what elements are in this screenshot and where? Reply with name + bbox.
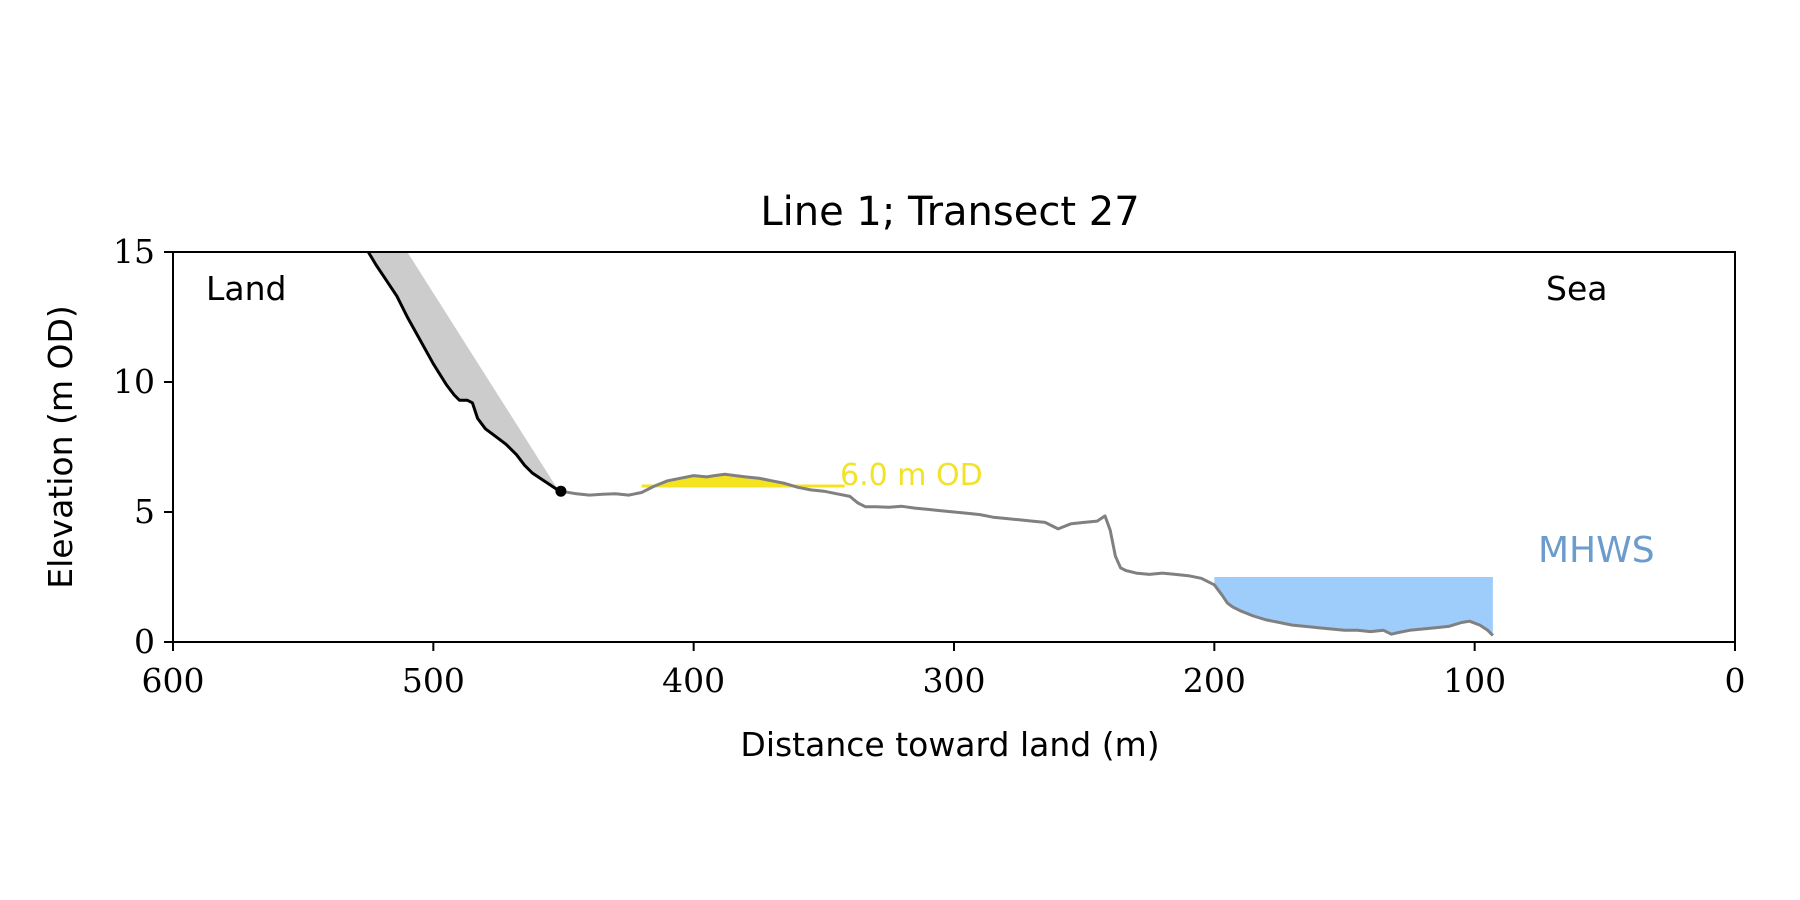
y-axis: 0 5 10 15 xyxy=(113,232,173,661)
x-tick-label: 400 xyxy=(662,661,725,700)
x-axis: 600 500 400 300 200 100 0 xyxy=(142,642,1746,700)
x-tick-label: 200 xyxy=(1183,661,1246,700)
x-axis-label: Distance toward land (m) xyxy=(740,725,1159,764)
mhws-label: MHWS xyxy=(1538,530,1655,571)
mhws-water-fill xyxy=(1214,577,1493,636)
plot-layer xyxy=(367,251,1494,637)
profile-line xyxy=(560,472,1494,637)
cliff-toe-marker xyxy=(555,485,567,497)
y-tick-label: 0 xyxy=(134,622,155,661)
threshold-label: 6.0 m OD xyxy=(840,458,983,493)
sea-label: Sea xyxy=(1546,269,1607,308)
y-axis-label: Elevation (m OD) xyxy=(41,305,80,589)
y-tick-label: 10 xyxy=(113,362,155,401)
x-tick-label: 300 xyxy=(923,661,986,700)
y-tick-label: 15 xyxy=(113,232,155,271)
x-tick-label: 100 xyxy=(1443,661,1506,700)
x-tick-label: 500 xyxy=(402,661,465,700)
land-label: Land xyxy=(206,269,286,308)
cliff-wedge-area xyxy=(368,252,561,492)
x-tick-label: 0 xyxy=(1725,661,1746,700)
x-tick-label: 600 xyxy=(142,661,205,700)
y-tick-label: 5 xyxy=(134,492,155,531)
chart-title: Line 1; Transect 27 xyxy=(760,189,1139,235)
cliff-line xyxy=(367,251,562,493)
